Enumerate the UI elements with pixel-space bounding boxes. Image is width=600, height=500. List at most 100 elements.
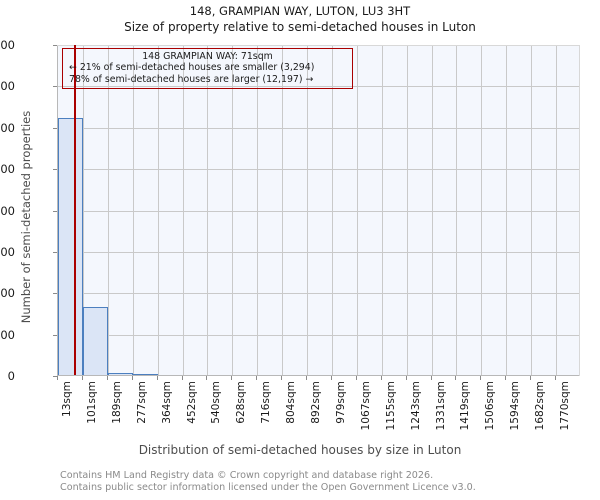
x-axis-tick-mark: [355, 376, 357, 380]
y-axis-tick-label: 4000: [0, 286, 15, 301]
x-axis-tick-mark: [106, 376, 108, 380]
footer-line-2: Contains public sector information licen…: [60, 481, 476, 493]
x-axis-tick-label: 716sqm: [260, 381, 273, 424]
y-axis-tick-label: 10000: [0, 162, 15, 177]
gridline: [406, 45, 408, 375]
x-axis-title: Distribution of semi-detached houses by …: [138, 443, 462, 457]
y-axis-tick-label: 16000: [0, 38, 15, 52]
x-axis-tick-label: 277sqm: [135, 381, 148, 424]
gridline: [157, 45, 159, 375]
marker-line: [74, 45, 76, 375]
annotation-smaller: ← 21% of semi-detached houses are smalle…: [69, 62, 315, 74]
x-axis-tick-mark: [455, 376, 457, 380]
chart-subtitle: Size of property relative to semi-detach…: [124, 20, 476, 34]
gridline: [307, 45, 309, 375]
gridline: [107, 45, 109, 375]
y-axis-tick-mark: [53, 251, 57, 253]
gridline: [182, 45, 184, 375]
y-axis-title: Number of semi-detached properties: [19, 110, 33, 324]
x-axis-tick-label: 364sqm: [160, 381, 173, 424]
x-axis-tick-label: 540sqm: [210, 381, 223, 424]
y-axis-tick-mark: [53, 334, 57, 336]
y-axis-tick-mark: [53, 86, 57, 88]
x-axis-tick-mark: [256, 376, 258, 380]
x-axis-tick-mark: [480, 376, 482, 380]
page-title: 148, GRAMPIAN WAY, LUTON, LU3 3HT: [189, 4, 411, 18]
gridline: [506, 45, 508, 375]
y-axis-tick-label: 0: [7, 369, 15, 383]
x-axis-tick-label: 1155sqm: [384, 381, 397, 431]
x-axis-tick-label: 628sqm: [235, 381, 248, 424]
footer-line-1: Contains HM Land Registry data © Crown c…: [60, 470, 434, 481]
x-axis-tick-mark: [380, 376, 382, 380]
x-axis-tick-label: 13sqm: [61, 381, 73, 418]
x-axis-tick-mark: [131, 376, 133, 380]
bar: [132, 373, 158, 375]
annotation-larger: 78% of semi-detached houses are larger (…: [69, 73, 314, 85]
gridline: [58, 251, 580, 253]
x-axis-tick-label: 1419sqm: [459, 381, 472, 431]
gridline: [431, 45, 433, 375]
chart-title-block: 148, GRAMPIAN WAY, LUTON, LU3 3HT Size o…: [0, 4, 600, 35]
gridline: [232, 45, 234, 375]
y-axis-tick-label: 2000: [0, 327, 15, 342]
gridline: [481, 45, 483, 375]
plot-area: [57, 45, 580, 376]
x-axis-tick-label: 892sqm: [310, 381, 323, 424]
footer-attribution: Contains HM Land Registry data © Crown c…: [60, 470, 580, 493]
gridline: [282, 45, 284, 375]
y-axis-tick-label: 6000: [0, 244, 15, 259]
bar: [58, 118, 83, 375]
x-axis-tick-label: 1067sqm: [359, 381, 372, 431]
gridline: [58, 210, 580, 212]
y-axis-tick-mark: [53, 293, 57, 295]
x-axis-tick-label: 1682sqm: [534, 381, 547, 431]
x-axis-tick-mark: [306, 376, 308, 380]
y-axis-tick-label: 12000: [0, 120, 15, 135]
y-axis-tick-mark: [53, 127, 57, 129]
x-axis-tick-mark: [231, 376, 233, 380]
x-axis-tick-label: 804sqm: [285, 381, 298, 424]
gridline: [58, 127, 580, 129]
gridline: [58, 169, 580, 171]
x-axis-tick-label: 189sqm: [110, 381, 123, 424]
gridline: [58, 293, 580, 295]
x-axis-tick-label: 101sqm: [85, 381, 98, 424]
x-axis-tick-mark: [57, 376, 58, 380]
x-axis-tick-mark: [181, 376, 183, 380]
plot-frame-top: [57, 45, 580, 46]
x-axis-tick-mark: [430, 376, 432, 380]
gridline: [132, 45, 134, 375]
x-axis-tick-mark: [555, 376, 557, 380]
gridline: [531, 45, 533, 375]
gridline: [82, 45, 84, 375]
x-axis-tick-label: 979sqm: [334, 381, 347, 424]
x-axis-tick-mark: [330, 376, 332, 380]
x-axis-tick-mark: [505, 376, 507, 380]
gridline: [381, 45, 383, 375]
y-axis-tick-mark: [53, 169, 57, 171]
x-axis-tick-mark: [156, 376, 158, 380]
gridline: [331, 45, 333, 375]
x-axis-tick-label: 1770sqm: [559, 381, 572, 431]
y-axis-tick-mark: [53, 376, 57, 377]
x-axis-tick-label: 1243sqm: [409, 381, 422, 431]
y-axis-tick-label: 8000: [0, 203, 15, 218]
x-axis-tick-mark: [281, 376, 283, 380]
gridline: [257, 45, 259, 375]
x-axis-tick-mark: [530, 376, 532, 380]
x-axis-tick-label: 1594sqm: [509, 381, 522, 431]
gridline: [356, 45, 358, 375]
x-axis-tick-mark: [405, 376, 407, 380]
y-axis-tick-label: 14000: [0, 79, 15, 94]
gridline: [456, 45, 458, 375]
bar: [82, 306, 108, 375]
y-axis-tick-mark: [53, 210, 57, 212]
property-annotation-box: 148 GRAMPIAN WAY: 71sqm ← 21% of semi-de…: [62, 48, 353, 90]
gridline: [58, 86, 580, 88]
x-axis-tick-mark: [81, 376, 83, 380]
x-axis-tick-label: 1506sqm: [484, 381, 497, 431]
annotation-heading: 148 GRAMPIAN WAY: 71sqm: [142, 51, 273, 62]
y-axis-tick-mark: [53, 45, 57, 46]
